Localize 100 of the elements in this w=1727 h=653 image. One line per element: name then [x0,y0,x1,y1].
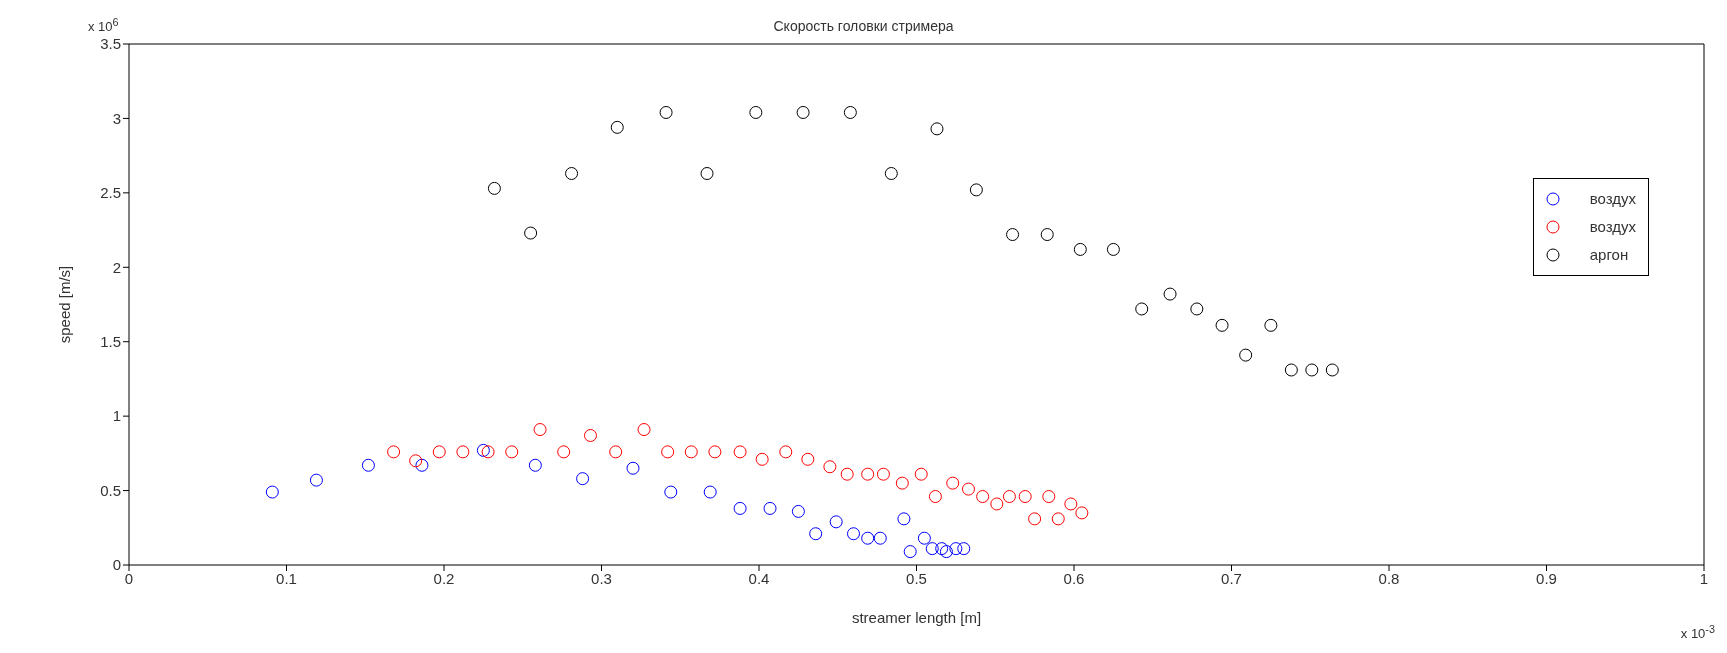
point [481,445,495,459]
point [1075,506,1089,520]
point [925,542,939,556]
y-tick-label: 0.5 [100,481,121,499]
point [1051,512,1065,526]
x-tick-label: 0.4 [748,569,770,587]
point [969,183,983,197]
point [928,490,942,504]
point [456,445,470,459]
point [976,490,990,504]
text: x 10$^{-3}$ [1680,623,1715,642]
y-axis-title: speed [m/s] [56,265,74,344]
point [1190,302,1204,316]
point [791,504,805,518]
point [703,485,717,499]
point [432,445,446,459]
point [524,226,538,240]
point [809,527,823,541]
point [1002,490,1016,504]
point [796,105,810,119]
x-tick-label: 0.9 [1536,569,1557,587]
point [961,482,975,496]
point [387,445,401,459]
x-tick-label: 0.6 [1063,569,1085,587]
point [265,485,279,499]
point [1073,242,1087,256]
point [897,512,911,526]
x-tick-label: 0.1 [276,569,297,587]
point [1163,287,1177,301]
point [935,542,949,556]
point [1018,490,1032,504]
point [949,542,963,556]
point [847,527,860,541]
point [914,467,928,481]
point [565,167,579,181]
point [1264,318,1278,332]
point [1006,228,1020,242]
point [409,454,423,468]
point [779,445,793,459]
point [361,458,375,472]
point [700,167,714,181]
y-tick-label: 2 [112,258,121,276]
point [1040,228,1054,242]
point [861,531,875,545]
legend-label: аргон [1589,245,1629,265]
point [829,515,843,529]
point [801,452,815,466]
point [1239,348,1253,362]
point [957,542,971,556]
point [1106,242,1120,256]
point [1215,318,1229,332]
point [733,501,747,515]
point [873,531,887,545]
point [1284,363,1298,377]
point [661,445,675,459]
x-tick-label: 0 [124,569,134,587]
point [1042,490,1056,504]
point [664,485,678,499]
point [528,458,542,472]
point [749,105,763,119]
point [487,181,501,195]
point [583,428,597,442]
legend-label: воздух [1589,189,1636,209]
x-tick-label: 1 [1699,569,1709,587]
y-tick-label: 1.5 [100,333,121,351]
x-tick-label: 0.5 [906,569,927,587]
point [609,445,623,459]
point [637,423,651,437]
y-tick-label: 3.5 [100,35,121,53]
point [917,531,931,545]
point [684,445,698,459]
text: x 10$^{6}$ [88,16,119,35]
point [990,497,1004,511]
legend-label: воздух [1589,217,1636,237]
point [610,120,624,134]
point [557,445,571,459]
y-tick-label: 3 [112,109,121,127]
x-tick-label: 0.7 [1221,569,1242,587]
point [755,452,769,466]
point [823,460,837,474]
point [1028,512,1042,526]
point [505,445,519,459]
point [708,445,722,459]
x-tick-label: 0.8 [1378,569,1400,587]
point [1135,302,1149,316]
chart-title: Скорость головки стримера [773,18,954,34]
point [840,467,854,481]
point [763,501,777,515]
point [895,476,909,490]
point [476,443,490,457]
point [733,445,747,459]
point [1325,363,1339,377]
point [861,467,875,481]
point [576,472,590,486]
point [939,545,953,559]
point [843,105,857,119]
y-tick-label: 0 [112,556,121,574]
x-tick-label: 0.3 [591,569,612,587]
point [415,458,429,472]
point [1305,363,1319,377]
